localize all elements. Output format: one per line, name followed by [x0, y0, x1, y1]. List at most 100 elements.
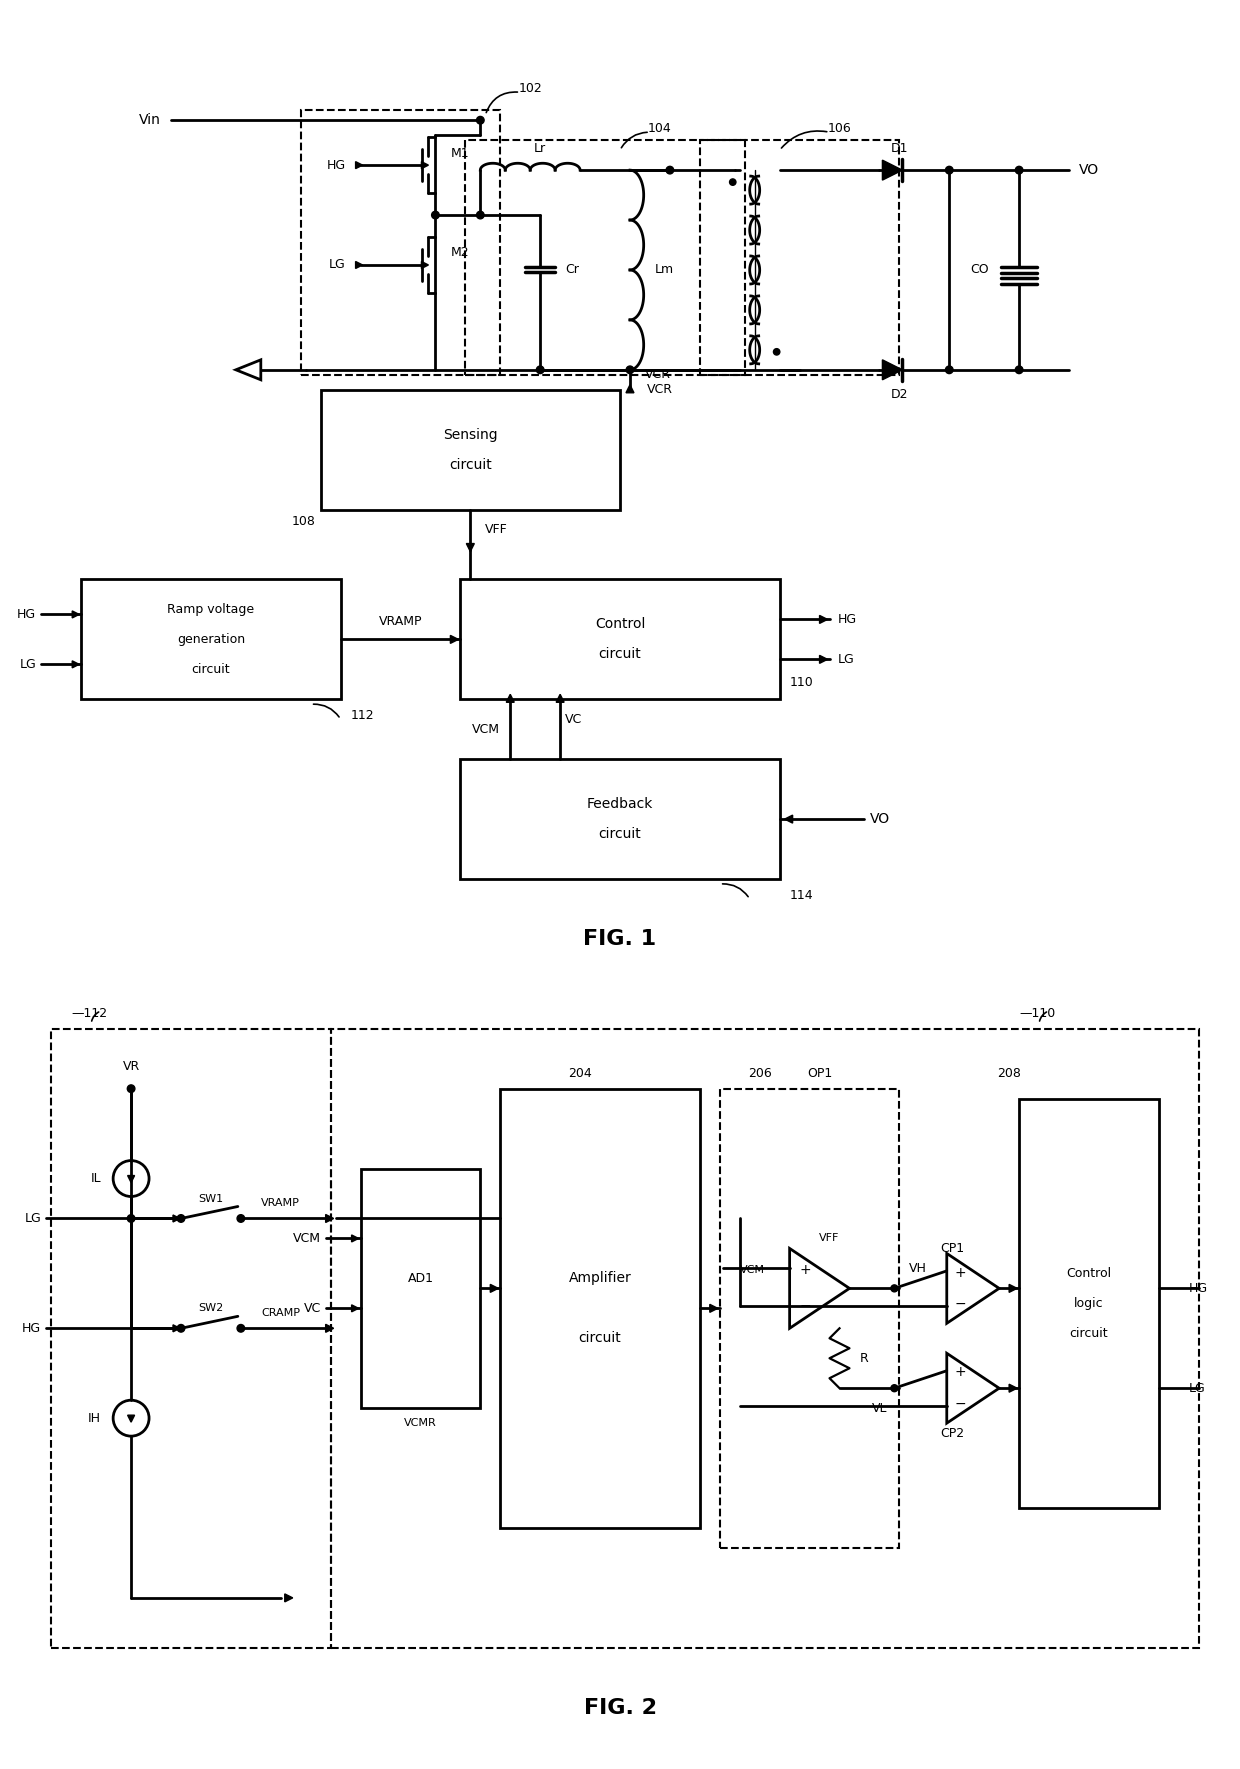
Text: 106: 106 — [827, 122, 852, 134]
Polygon shape — [883, 359, 903, 380]
Text: —110: —110 — [1019, 1007, 1055, 1021]
Polygon shape — [72, 610, 79, 617]
Text: +: + — [955, 1265, 966, 1279]
Bar — [1019, 1099, 1159, 1507]
Text: VO: VO — [1079, 163, 1099, 177]
Text: LG: LG — [25, 1212, 41, 1224]
Bar — [301, 110, 500, 375]
Text: Cr: Cr — [565, 264, 579, 276]
Polygon shape — [72, 662, 79, 669]
Polygon shape — [883, 161, 903, 180]
Circle shape — [476, 117, 484, 124]
Circle shape — [537, 366, 544, 373]
Text: VH: VH — [909, 1261, 928, 1275]
Bar — [321, 389, 620, 509]
Text: circuit: circuit — [1070, 1327, 1109, 1339]
Text: HG: HG — [22, 1321, 41, 1336]
Bar — [465, 140, 745, 375]
Polygon shape — [820, 655, 827, 663]
Circle shape — [945, 166, 954, 173]
Text: OP1: OP1 — [807, 1067, 832, 1081]
Text: VFF: VFF — [485, 524, 508, 536]
Text: D2: D2 — [890, 387, 908, 402]
Text: SW2: SW2 — [198, 1304, 223, 1313]
Text: 102: 102 — [518, 81, 542, 96]
Polygon shape — [506, 693, 515, 702]
Circle shape — [729, 179, 735, 186]
Text: M2: M2 — [450, 246, 469, 260]
Circle shape — [432, 211, 439, 219]
Text: 112: 112 — [351, 709, 374, 722]
Text: CP1: CP1 — [940, 1242, 963, 1254]
Polygon shape — [466, 543, 475, 552]
Circle shape — [476, 211, 484, 219]
Polygon shape — [626, 386, 634, 393]
Text: —112: —112 — [71, 1007, 108, 1021]
Text: VCM: VCM — [740, 1265, 765, 1275]
Text: circuit: circuit — [449, 458, 492, 472]
Polygon shape — [1009, 1383, 1017, 1392]
Text: Control: Control — [1066, 1267, 1111, 1281]
Text: HG: HG — [326, 159, 346, 172]
Polygon shape — [356, 262, 362, 269]
Text: IH: IH — [88, 1412, 102, 1424]
Polygon shape — [557, 693, 564, 702]
Text: circuit: circuit — [599, 647, 641, 662]
Text: 108: 108 — [291, 515, 316, 527]
Bar — [331, 1030, 1199, 1647]
Text: VC: VC — [304, 1302, 321, 1314]
Bar — [460, 759, 780, 879]
Polygon shape — [356, 161, 362, 168]
Text: SW1: SW1 — [198, 1194, 223, 1203]
Polygon shape — [785, 816, 792, 823]
Text: 208: 208 — [997, 1067, 1021, 1081]
Text: FIG. 2: FIG. 2 — [584, 1698, 656, 1718]
Text: 114: 114 — [790, 890, 813, 902]
Circle shape — [1016, 366, 1023, 373]
Text: M1: M1 — [450, 147, 469, 159]
Text: Control: Control — [595, 617, 645, 632]
Text: D1: D1 — [890, 142, 908, 154]
Text: CO: CO — [971, 264, 990, 276]
Text: R: R — [859, 1352, 868, 1364]
Text: 104: 104 — [649, 122, 672, 134]
Text: AD1: AD1 — [408, 1272, 434, 1284]
Text: VR: VR — [123, 1060, 140, 1074]
Text: VC: VC — [565, 713, 583, 725]
Text: LG: LG — [1189, 1382, 1205, 1394]
Polygon shape — [1009, 1284, 1017, 1293]
Polygon shape — [326, 1325, 334, 1332]
Polygon shape — [820, 616, 827, 623]
Text: HG: HG — [837, 612, 857, 626]
Text: Feedback: Feedback — [587, 798, 653, 812]
Text: FIG. 1: FIG. 1 — [584, 929, 656, 948]
Text: −: − — [955, 1398, 966, 1412]
Text: Lm: Lm — [655, 264, 675, 276]
Circle shape — [237, 1325, 244, 1332]
Polygon shape — [422, 161, 429, 168]
Text: VCM: VCM — [472, 724, 500, 736]
Polygon shape — [174, 1325, 180, 1332]
Polygon shape — [422, 262, 429, 269]
Polygon shape — [128, 1415, 135, 1422]
Text: HG: HG — [1189, 1283, 1208, 1295]
Text: circuit: circuit — [599, 828, 641, 840]
Bar — [81, 580, 341, 699]
Bar — [719, 1088, 899, 1548]
Polygon shape — [285, 1594, 293, 1603]
Text: circuit: circuit — [192, 663, 231, 676]
Text: VCM: VCM — [293, 1231, 321, 1245]
Bar — [51, 1030, 331, 1647]
Circle shape — [945, 366, 954, 373]
Polygon shape — [174, 1215, 180, 1222]
Text: +: + — [800, 1263, 811, 1277]
Polygon shape — [450, 635, 459, 644]
Text: circuit: circuit — [579, 1332, 621, 1344]
Circle shape — [890, 1385, 898, 1392]
Text: LG: LG — [329, 258, 346, 271]
Text: LG: LG — [20, 658, 36, 670]
Circle shape — [890, 1284, 898, 1291]
Text: Vin: Vin — [139, 113, 161, 127]
Circle shape — [177, 1215, 185, 1222]
Circle shape — [128, 1215, 135, 1222]
